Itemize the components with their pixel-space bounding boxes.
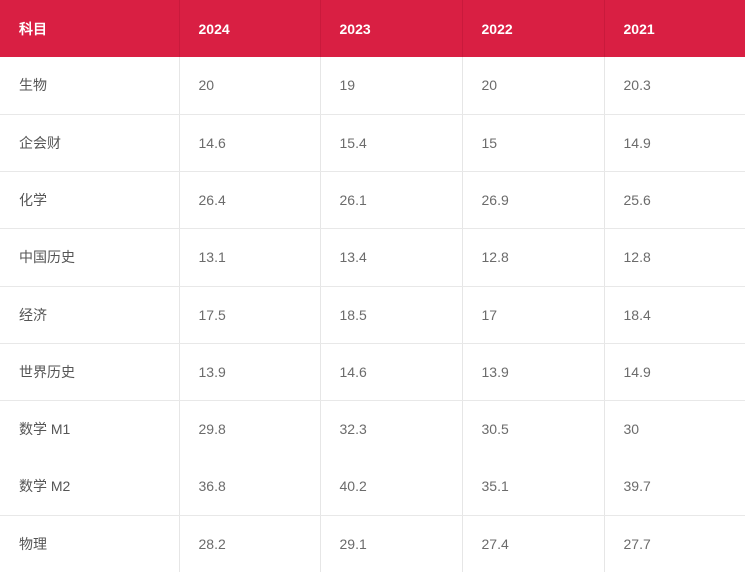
cell-value: 28.2 <box>179 515 321 572</box>
table-body: 生物 20 19 20 20.3 企会财 14.6 15.4 15 14.9 化… <box>0 57 745 572</box>
cell-value: 15 <box>462 114 605 172</box>
cell-value: 39.7 <box>604 458 745 516</box>
cell-value: 14.9 <box>604 343 745 401</box>
cell-value: 12.8 <box>604 228 745 287</box>
cell-value: 13.9 <box>462 343 605 401</box>
cell-value: 18.4 <box>604 286 745 344</box>
table-row: 物理 28.2 29.1 27.4 27.7 <box>0 515 745 572</box>
cell-value: 40.2 <box>320 458 463 516</box>
cell-value: 20.3 <box>604 57 745 115</box>
cell-subject: 化学 <box>0 171 180 229</box>
cell-value: 12.8 <box>462 228 605 287</box>
cell-value: 14.6 <box>179 114 321 172</box>
cell-value: 27.7 <box>623 535 651 552</box>
cell-value: 14.6 <box>320 343 463 401</box>
cell-subject: 生物 <box>0 57 180 115</box>
header-year-2024: 2024 <box>179 0 321 57</box>
header-year-2022: 2022 <box>462 0 605 57</box>
cell-value: 17.5 <box>179 286 321 344</box>
header-year-2023: 2023 <box>320 0 463 57</box>
cell-subject: 经济 <box>0 286 180 344</box>
cell-subject: 世界历史 <box>0 343 180 401</box>
cell-value: 25.6 <box>604 171 745 229</box>
cell-value: 13.4 <box>320 228 463 287</box>
cell-value: 26.1 <box>320 171 463 229</box>
cell-value: 14.9 <box>604 114 745 172</box>
table-row: 数学 M2 36.8 40.2 35.1 39.7 <box>0 458 745 516</box>
cell-subject: 企会财 <box>0 114 180 172</box>
cell-value: 18.5 <box>320 286 463 344</box>
table-header: 科目 2024 2023 2022 2021 <box>0 0 745 57</box>
table-row: 企会财 14.6 15.4 15 14.9 <box>0 114 745 172</box>
header-year-2021: 2021 <box>623 20 655 37</box>
cell-value: 32.3 <box>320 400 463 458</box>
table-row: 数学 M1 29.8 32.3 30.5 30 <box>0 400 745 458</box>
cell-subject: 物理 <box>0 515 180 572</box>
table-row: 世界历史 13.9 14.6 13.9 14.9 <box>0 343 745 401</box>
header-subject: 科目 <box>0 0 180 57</box>
table-row: 化学 26.4 26.1 26.9 25.6 <box>0 171 745 229</box>
table-row: 生物 20 19 20 20.3 <box>0 57 745 115</box>
table-row: 中国历史 13.1 13.4 12.8 12.8 <box>0 228 745 287</box>
cell-value: 26.9 <box>462 171 605 229</box>
cell-value: 15.4 <box>320 114 463 172</box>
cell-value: 29.8 <box>179 400 321 458</box>
cell-value: 29.1 <box>320 515 463 572</box>
cell-value: 20 <box>179 57 321 115</box>
scores-table: 科目 2024 2023 2022 2021 生物 20 19 20 20.3 … <box>0 0 745 572</box>
cell-subject: 中国历史 <box>0 228 180 287</box>
cell-value: 30 <box>623 421 640 438</box>
cell-value: 26.4 <box>179 171 321 229</box>
cell-value: 13.1 <box>179 228 321 287</box>
cell-value: 13.9 <box>179 343 321 401</box>
header-row: 科目 2024 2023 2022 2021 <box>0 0 745 57</box>
cell-value: 30.5 <box>462 400 605 458</box>
cell-value: 20 <box>462 57 605 115</box>
cell-value: 36.8 <box>179 458 321 516</box>
cell-value: 27.4 <box>462 515 605 572</box>
cell-value: 35.1 <box>462 458 605 516</box>
cell-value: 19 <box>320 57 463 115</box>
cell-value: 17 <box>462 286 605 344</box>
cell-subject: 数学 M1 <box>0 400 180 458</box>
table-row: 经济 17.5 18.5 17 18.4 <box>0 286 745 344</box>
cell-subject: 数学 M2 <box>0 458 180 516</box>
